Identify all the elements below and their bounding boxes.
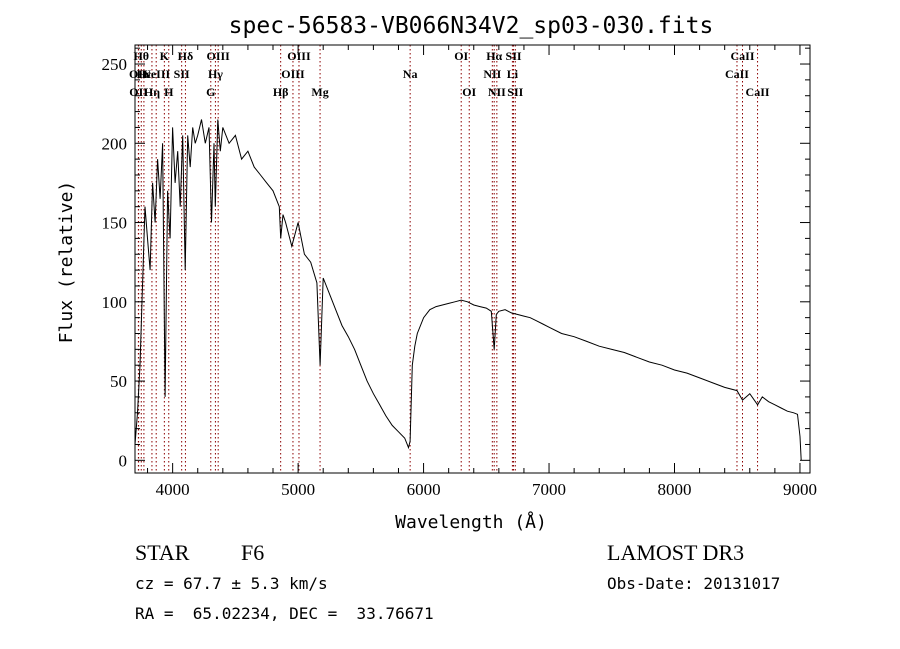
line-label-15: Hβ bbox=[273, 85, 289, 99]
y-tick-label-0: 0 bbox=[119, 451, 128, 470]
chart-title: spec-56583-VB066N34V2_sp03-030.fits bbox=[229, 13, 714, 39]
line-label-11: Hγ bbox=[208, 67, 223, 81]
line-label-14: OIII bbox=[281, 67, 305, 81]
line-label-4: Hη bbox=[144, 85, 160, 99]
line-label-0: Hθ bbox=[133, 49, 149, 63]
observation-date: Obs-Date: 20131017 bbox=[607, 574, 781, 593]
spectrum-chart: spec-56583-VB066N34V2_sp03-030.fits Hθ OI… bbox=[56, 13, 817, 533]
survey-name: LAMOST DR3 bbox=[607, 540, 745, 565]
line-label-6: NeIII bbox=[142, 67, 170, 81]
spectral-line-markers bbox=[137, 45, 759, 473]
y-tick-label-4: 200 bbox=[102, 134, 128, 153]
y-axis-ticks: 0 50 100 150 200 250 bbox=[102, 47, 810, 470]
line-label-17: Na bbox=[403, 67, 418, 81]
line-label-24: Li bbox=[507, 67, 519, 81]
x-axis-ticks: 4000 5000 6000 7000 8000 9000 bbox=[147, 45, 817, 499]
line-label-20: Hα bbox=[486, 49, 502, 63]
line-label-5: K bbox=[160, 49, 170, 63]
line-label-1: OII bbox=[129, 67, 148, 81]
x-tick-label-2: 6000 bbox=[407, 480, 441, 499]
x-axis-label: Wavelength (Å) bbox=[395, 511, 547, 533]
line-label-18: OI bbox=[454, 49, 468, 63]
line-label-26: CaII bbox=[730, 49, 754, 63]
line-label-9: Hδ bbox=[178, 49, 194, 63]
y-tick-label-3: 150 bbox=[102, 214, 128, 233]
line-label-16: Mg bbox=[311, 85, 328, 99]
line-label-10: OIII bbox=[207, 49, 231, 63]
x-tick-label-5: 9000 bbox=[783, 480, 817, 499]
line-label-12: G bbox=[206, 85, 215, 99]
y-axis-label: Flux (relative) bbox=[56, 181, 77, 344]
object-subclass: F6 bbox=[241, 540, 265, 565]
coordinates-readout: RA = 65.02234, DEC = 33.76671 bbox=[135, 604, 434, 623]
line-label-7: SII bbox=[174, 67, 190, 81]
line-label-28: CaII bbox=[746, 85, 770, 99]
plot-frame bbox=[134, 44, 811, 474]
line-label-2: OII bbox=[129, 85, 148, 99]
x-tick-label-0: 4000 bbox=[156, 480, 190, 499]
line-label-21: NII bbox=[483, 67, 501, 81]
line-label-3: Hε bbox=[137, 67, 151, 81]
line-label-8: H bbox=[164, 85, 174, 99]
spectrum-series-line bbox=[134, 119, 802, 461]
y-tick-label-1: 50 bbox=[110, 372, 127, 391]
redshift-readout: cz = 67.7 ± 5.3 km/s bbox=[135, 574, 328, 593]
line-label-22: NII bbox=[488, 85, 506, 99]
y-tick-label-5: 250 bbox=[102, 55, 128, 74]
line-label-25: SII bbox=[507, 85, 523, 99]
line-label-23: SII bbox=[506, 49, 522, 63]
line-label-27: CaII bbox=[725, 67, 749, 81]
y-tick-label-2: 100 bbox=[102, 293, 128, 312]
object-class: STAR bbox=[135, 540, 190, 565]
x-tick-label-4: 8000 bbox=[657, 480, 691, 499]
line-label-19: OI bbox=[462, 85, 476, 99]
x-tick-label-1: 5000 bbox=[281, 480, 315, 499]
x-tick-label-3: 7000 bbox=[532, 480, 566, 499]
line-label-13: OIII bbox=[287, 49, 311, 63]
